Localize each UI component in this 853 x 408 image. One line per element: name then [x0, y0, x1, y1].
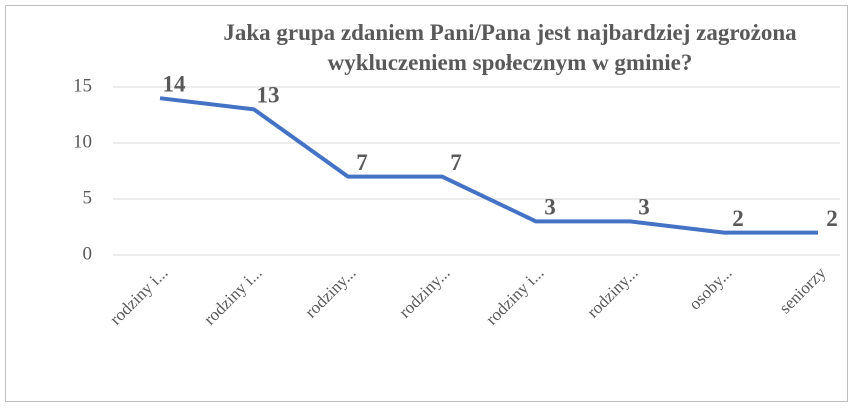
y-tick-label: 5 — [83, 187, 93, 208]
x-tick-label: rodziny i... — [200, 263, 266, 329]
data-label: 2 — [826, 206, 838, 231]
data-label: 7 — [356, 150, 368, 175]
data-label: 14 — [163, 71, 187, 96]
chart-border — [5, 5, 848, 402]
y-tick-label: 0 — [83, 243, 93, 264]
x-tick-label: rodziny i... — [106, 263, 172, 329]
x-tick-label: osoby... — [685, 263, 735, 313]
x-tick-label: seniorzy — [775, 263, 830, 318]
data-label: 7 — [450, 150, 462, 175]
chart-title: Jaka grupa zdaniem Pani/Pana jest najbar… — [223, 20, 797, 75]
x-tick-label: rodziny i... — [482, 263, 548, 329]
y-tick-label: 10 — [73, 131, 92, 152]
data-label: 2 — [732, 206, 744, 231]
x-tick-label: rodziny... — [301, 263, 359, 321]
x-tick-label: rodziny... — [583, 263, 641, 321]
data-label: 3 — [544, 195, 556, 220]
data-label: 13 — [257, 83, 280, 108]
x-tick-label: rodziny... — [395, 263, 453, 321]
data-line — [159, 96, 818, 235]
y-tick-label: 15 — [73, 75, 92, 96]
data-label: 3 — [638, 195, 650, 220]
